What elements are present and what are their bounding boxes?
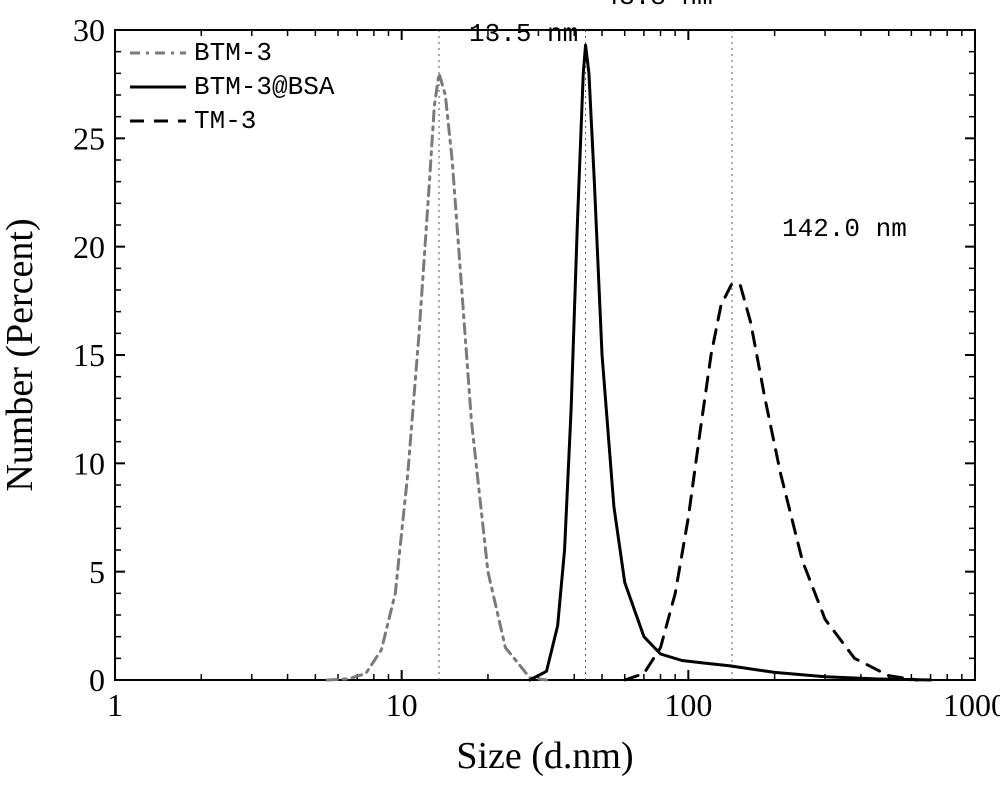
svg-text:Number (Percent): Number (Percent) xyxy=(0,218,41,491)
svg-text:TM-3: TM-3 xyxy=(194,106,256,136)
chart-svg: 1 10 100 1000 0 5 10 15 20 25 30 Size (d.nm) Number … xyxy=(0,0,1000,794)
svg-text:BTM-3: BTM-3 xyxy=(194,38,272,68)
svg-text:Size (d.nm): Size (d.nm) xyxy=(456,735,633,777)
chart-container: 1 10 100 1000 0 5 10 15 20 25 30 Size (d.nm) Number … xyxy=(0,0,1000,794)
svg-text:0: 0 xyxy=(89,662,105,698)
svg-text:10: 10 xyxy=(386,687,418,723)
svg-text:10: 10 xyxy=(73,446,105,482)
svg-text:25: 25 xyxy=(73,121,105,157)
svg-text:15: 15 xyxy=(73,337,105,373)
svg-text:13.5 nm: 13.5 nm xyxy=(469,19,578,49)
svg-text:1000: 1000 xyxy=(943,687,1000,723)
svg-text:BTM-3@BSA: BTM-3@BSA xyxy=(194,72,335,102)
svg-text:30: 30 xyxy=(73,12,105,48)
svg-text:20: 20 xyxy=(73,229,105,265)
svg-text:43.8 nm: 43.8 nm xyxy=(604,0,713,12)
svg-text:1: 1 xyxy=(107,687,123,723)
svg-text:100: 100 xyxy=(664,687,712,723)
svg-text:142.0 nm: 142.0 nm xyxy=(782,214,907,244)
svg-text:5: 5 xyxy=(89,554,105,590)
